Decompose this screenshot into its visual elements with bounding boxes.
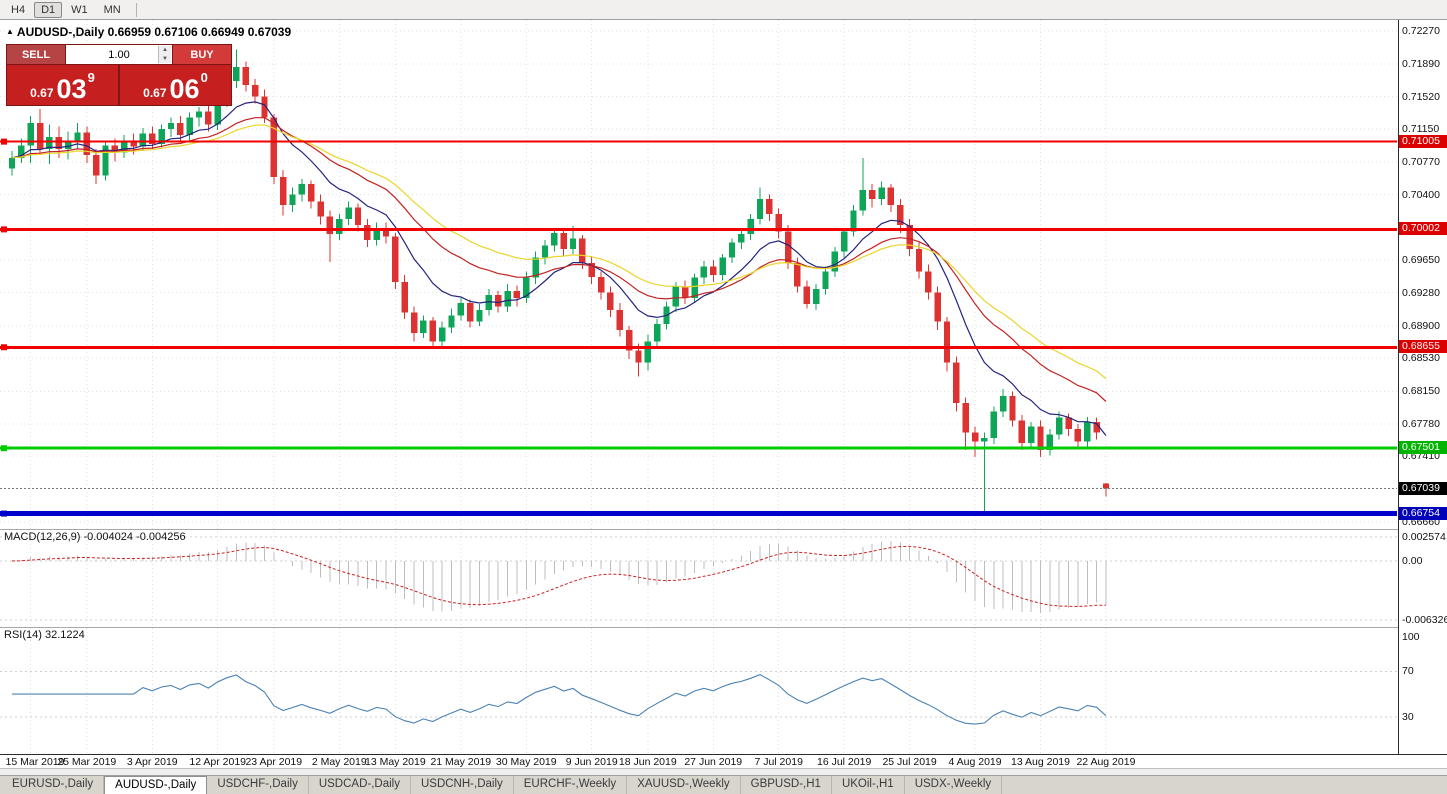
price-scale-label: 0.72270 bbox=[1402, 24, 1440, 37]
date-axis-label: 4 Aug 2019 bbox=[948, 756, 1002, 768]
date-axis-label: 2 May 2019 bbox=[311, 756, 367, 768]
date-axis-label: 22 Aug 2019 bbox=[1076, 756, 1136, 768]
chart-symbol-label: AUDUSD-,Daily bbox=[16, 25, 105, 39]
buy-button[interactable]: BUY bbox=[173, 45, 231, 64]
sell-price-sup: 9 bbox=[87, 70, 95, 85]
chart-tab[interactable]: USDCNH-,Daily bbox=[411, 776, 514, 794]
timeframe-button-h4[interactable]: H4 bbox=[11, 3, 26, 16]
date-axis-label: 27 Jun 2019 bbox=[684, 756, 743, 768]
price-scale-label: 0.71150 bbox=[1402, 122, 1440, 135]
chart-tab[interactable]: XAUUSD-,Weekly bbox=[627, 776, 741, 794]
date-axis-label: 13 Aug 2019 bbox=[1011, 756, 1070, 768]
price-scale-label: 0.69650 bbox=[1402, 254, 1440, 267]
macd-label: MACD(12,26,9) -0.004024 -0.004256 bbox=[4, 531, 186, 543]
volume-decrease-icon[interactable]: ▼ bbox=[159, 54, 171, 63]
price-scale-label: 0.68150 bbox=[1402, 385, 1440, 398]
macd-scale-label: 0.002574 bbox=[1402, 530, 1446, 543]
chart-symbol-icon: ▲ bbox=[6, 27, 14, 36]
price-scale-label: 0.69280 bbox=[1402, 286, 1440, 299]
buy-price-big: 06 bbox=[169, 74, 200, 104]
current-price-badge[interactable]: 0.67039 bbox=[1399, 481, 1447, 495]
date-axis-label: 25 Jul 2019 bbox=[882, 756, 937, 768]
rsi-scale-label: 30 bbox=[1402, 711, 1414, 723]
price-scale[interactable]: 0.72270 0.71890 0.71520 0.71150 0.70770 0.704… bbox=[1398, 20, 1447, 768]
price-scale-label: 0.70400 bbox=[1402, 188, 1440, 201]
chart-tab[interactable]: USDCAD-,Daily bbox=[309, 776, 411, 794]
price-scale-label: 0.71890 bbox=[1402, 58, 1440, 71]
price-scale-label: 0.68530 bbox=[1402, 352, 1440, 365]
sell-price-display[interactable]: 0.67 03 9 bbox=[7, 65, 118, 105]
price-scale-label: 0.71520 bbox=[1402, 90, 1440, 103]
date-axis-label: 23 Apr 2019 bbox=[245, 756, 303, 768]
date-axis-label: 16 Jul 2019 bbox=[816, 756, 872, 768]
chart-title: ▲ AUDUSD-,Daily 0.66959 0.67106 0.66949 0… bbox=[6, 25, 291, 39]
chart-ohlc-values: 0.66959 0.67106 0.66949 0.67039 bbox=[107, 25, 292, 39]
sell-button[interactable]: SELL bbox=[7, 45, 65, 64]
buy-price-display[interactable]: 0.67 06 0 bbox=[120, 65, 231, 105]
date-axis[interactable]: 15 Mar 2019 25 Mar 2019 3 Apr 2019 12 Apr 2… bbox=[0, 754, 1447, 768]
date-axis-label: 9 Jun 2019 bbox=[565, 756, 618, 768]
timeframe-button-w1[interactable]: W1 bbox=[71, 3, 88, 16]
date-axis-label: 12 Apr 2019 bbox=[189, 756, 246, 768]
price-divider bbox=[118, 65, 120, 105]
one-click-trading-panel: SELL 1.00 ▲ ▼ BUY 0.67 03 9 bbox=[6, 44, 232, 106]
timeframe-toolbar: H4 D1 W1 MN bbox=[0, 0, 1447, 20]
date-axis-label: 7 Jul 2019 bbox=[754, 756, 803, 768]
volume-increase-icon[interactable]: ▲ bbox=[159, 46, 171, 55]
price-scale-label: 0.70770 bbox=[1402, 156, 1440, 169]
chart-tab[interactable]: USDCHF-,Daily bbox=[207, 776, 309, 794]
macd-scale-label: -0.006326 bbox=[1402, 613, 1447, 626]
volume-stepper: ▲ ▼ bbox=[158, 46, 171, 63]
date-axis-label: 15 Mar 2019 bbox=[5, 756, 65, 768]
chart-tabs-bar: EURUSD-,Daily AUDUSD-,Daily USDCHF-,Daily U… bbox=[0, 775, 1447, 794]
buy-price-small: 0.67 bbox=[143, 86, 167, 100]
sell-price-big: 03 bbox=[56, 74, 87, 104]
date-axis-label: 13 May 2019 bbox=[364, 756, 426, 768]
candlestick-chart[interactable] bbox=[0, 20, 1397, 754]
rsi-scale-label: 70 bbox=[1402, 665, 1414, 678]
chart-tab[interactable]: USDX-,Weekly bbox=[905, 776, 1003, 794]
date-axis-label: 30 May 2019 bbox=[495, 756, 557, 768]
chart-tab[interactable]: AUDUSD-,Daily bbox=[104, 776, 208, 794]
chart-tab[interactable]: UKOil-,H1 bbox=[832, 776, 905, 794]
price-level-badge[interactable]: 0.67501 bbox=[1399, 441, 1447, 455]
price-level-badge[interactable]: 0.68655 bbox=[1399, 340, 1447, 354]
chart-tab[interactable]: EURUSD-,Daily bbox=[2, 776, 105, 794]
chart-scroll-strip[interactable] bbox=[0, 768, 1447, 775]
chart-tab[interactable]: EURCHF-,Weekly bbox=[514, 776, 628, 794]
macd-panel-separator[interactable] bbox=[0, 529, 1447, 530]
rsi-scale-label: 100 bbox=[1402, 631, 1420, 643]
date-axis-label: 25 Mar 2019 bbox=[57, 756, 117, 768]
rsi-panel-separator[interactable] bbox=[0, 627, 1447, 628]
chart-tab[interactable]: GBPUSD-,H1 bbox=[741, 776, 832, 794]
timeframe-button-d1[interactable]: D1 bbox=[34, 1, 63, 18]
sell-price-small: 0.67 bbox=[30, 86, 54, 100]
price-level-badge[interactable]: 0.66754 bbox=[1399, 506, 1447, 520]
volume-input[interactable]: 1.00 ▲ ▼ bbox=[66, 45, 172, 64]
date-axis-label: 21 May 2019 bbox=[430, 756, 492, 768]
buy-price-sup: 0 bbox=[200, 70, 208, 85]
toolbar-separator bbox=[135, 2, 137, 17]
macd-scale-label: 0.00 bbox=[1402, 555, 1423, 567]
rsi-label: RSI(14) 32.1224 bbox=[4, 629, 85, 641]
price-level-badge[interactable]: 0.71005 bbox=[1399, 134, 1447, 148]
date-axis-label: 18 Jun 2019 bbox=[618, 756, 677, 768]
price-scale-label: 0.67780 bbox=[1402, 417, 1440, 430]
price-level-badge[interactable]: 0.70002 bbox=[1399, 222, 1447, 236]
volume-value: 1.00 bbox=[108, 48, 130, 61]
chart-area[interactable]: ▲ AUDUSD-,Daily 0.66959 0.67106 0.66949 0… bbox=[0, 20, 1447, 768]
price-scale-label: 0.68900 bbox=[1402, 319, 1440, 332]
date-axis-label: 3 Apr 2019 bbox=[126, 756, 178, 768]
timeframe-button-mn[interactable]: MN bbox=[103, 3, 121, 16]
